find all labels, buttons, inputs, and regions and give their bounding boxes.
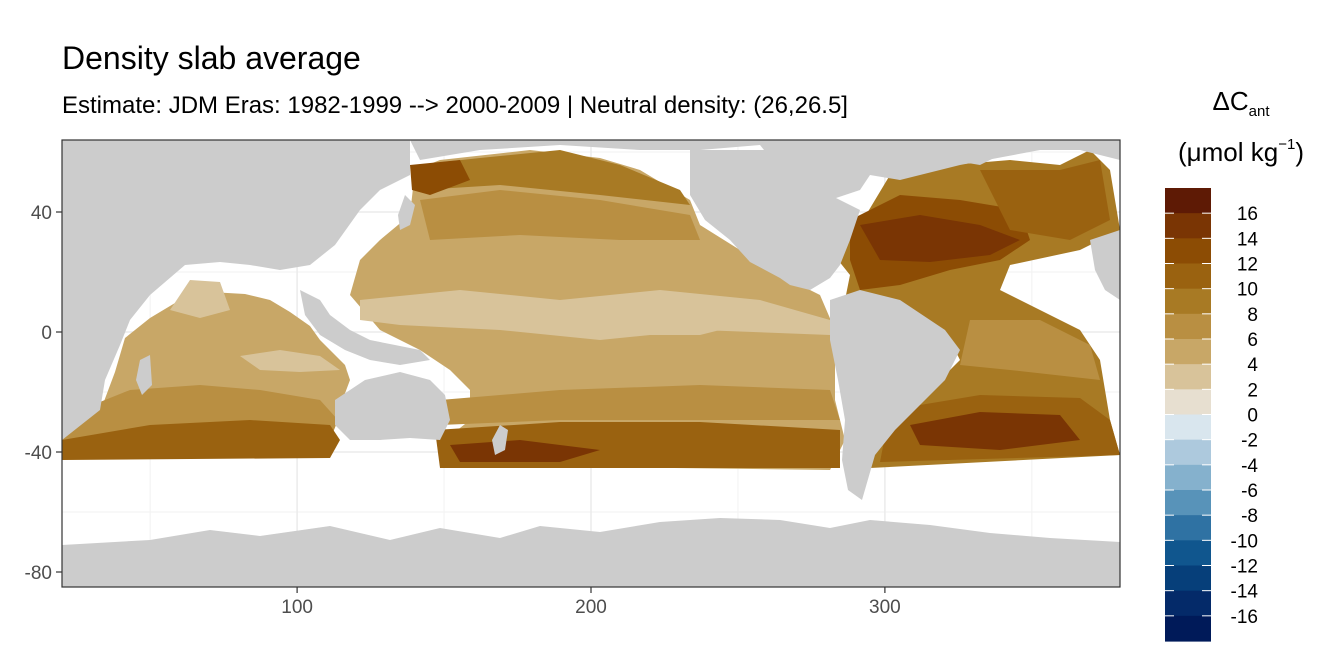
pacific-north-dark [410, 160, 470, 195]
colorbar-label: -4 [1241, 456, 1258, 477]
colorbar-label: -2 [1241, 431, 1258, 452]
colorbar-label: 10 [1237, 280, 1258, 301]
colorbar-segment [1165, 590, 1211, 617]
colorbar-segment [1165, 364, 1211, 390]
x-tick-label: 200 [575, 597, 607, 618]
y-tick-label: -40 [25, 443, 52, 464]
pacific-south-dark [450, 440, 600, 462]
colorbar-segment [1165, 540, 1211, 567]
colorbar-segment [1165, 389, 1211, 416]
colorbar-label: -6 [1241, 481, 1258, 502]
colorbar-label: -14 [1231, 582, 1259, 603]
y-tick-label: 40 [31, 203, 52, 224]
atlantic-north-east [980, 160, 1110, 240]
colorbar-segment [1165, 439, 1211, 466]
land-antarctica [62, 518, 1120, 587]
land-eurasia [410, 140, 1120, 200]
colorbar-segment [1165, 464, 1211, 491]
colorbar-segment [1165, 414, 1211, 441]
colorbar-label: -12 [1231, 557, 1258, 578]
colorbar-label: 4 [1247, 355, 1258, 376]
ocean-field [62, 150, 1120, 470]
pacific-north-high [415, 150, 690, 205]
pacific-north-band [420, 190, 700, 240]
chart-title: Density slab average [62, 40, 361, 76]
colorbar-segment [1165, 565, 1211, 592]
land-greenland [940, 140, 1010, 165]
colorbar-label: 8 [1247, 305, 1258, 326]
land-africa-east-wrap [1090, 230, 1120, 300]
land-south-america [830, 290, 960, 500]
colorbar-segment [1165, 313, 1211, 340]
land-north-america [690, 150, 860, 290]
colorbar-segment [1165, 213, 1211, 239]
land-japan [398, 195, 415, 230]
colorbar-label: -10 [1231, 531, 1258, 552]
x-tick-label: 100 [281, 597, 313, 618]
colorbar-segment [1165, 288, 1211, 315]
map-layer [62, 140, 1120, 587]
atlantic-north-core [860, 215, 1020, 262]
land-madagascar [136, 355, 152, 395]
pacific-south-band [440, 385, 840, 425]
colorbar-label: -16 [1231, 607, 1258, 628]
colorbar-label: 0 [1247, 406, 1258, 427]
colorbar-segment [1165, 515, 1211, 541]
colorbar-label: 6 [1247, 330, 1258, 351]
colorbar-segment [1165, 339, 1211, 365]
colorbar-label: 2 [1247, 380, 1258, 401]
colorbar-segment [1165, 263, 1211, 290]
atlantic-equatorial [960, 320, 1100, 380]
y-tick-label: -80 [25, 563, 52, 584]
y-tick-label: 0 [41, 323, 52, 344]
colorbar-label: -8 [1241, 506, 1258, 527]
colorbar-label: 12 [1237, 255, 1258, 276]
land-australia [335, 372, 450, 440]
legend-title-symbol: ΔCant [1212, 86, 1270, 120]
colorbar-segment [1165, 188, 1211, 214]
colorbar-label: 14 [1237, 229, 1259, 250]
indian-ocean-south [62, 420, 340, 460]
pacific-equatorial-light [360, 290, 830, 340]
colorbar-segment [1165, 490, 1211, 516]
colorbar-segment [1165, 615, 1211, 642]
colorbar-legend: 16 14 12 10 8 6 4 2 0 -2 -4 -6 -8 -10 -12 -14 -16 [1165, 188, 1258, 642]
land-group [62, 140, 1120, 500]
x-tick-label: 300 [869, 597, 901, 618]
land-maritime-continent [300, 290, 430, 365]
atlantic-south-core [910, 412, 1080, 450]
colorbar-segment [1165, 238, 1211, 265]
colorbar-label: 16 [1237, 204, 1258, 225]
legend-title-unit: (μmol kg−1) [1178, 136, 1304, 167]
land-africa [62, 140, 410, 440]
indian-ocean-light [170, 280, 340, 372]
land-new-zealand [492, 425, 508, 455]
chart-subtitle: Estimate: JDM Eras: 1982-1999 --> 2000-2… [62, 92, 848, 119]
